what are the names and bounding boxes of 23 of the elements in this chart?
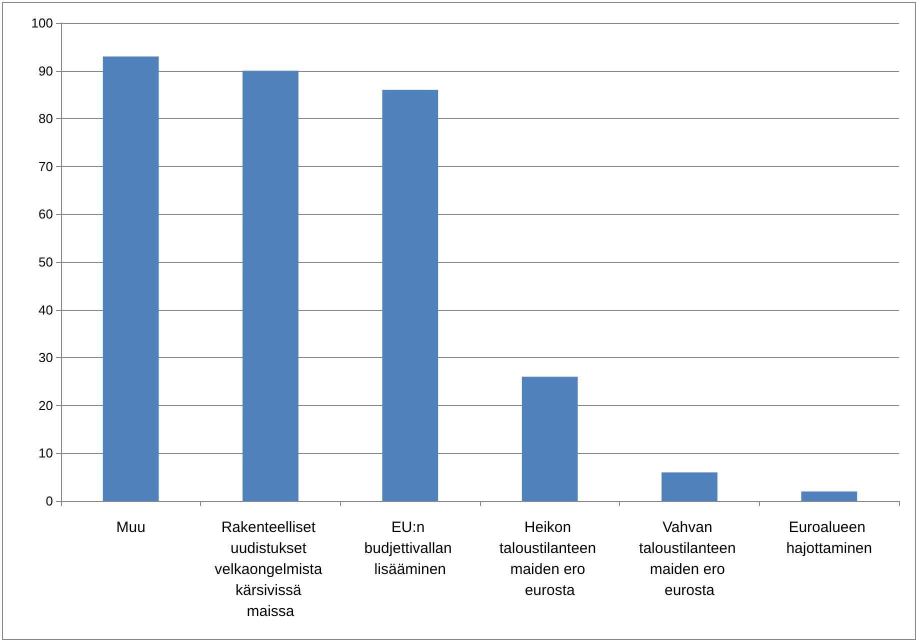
y-tick-label: 70	[38, 158, 53, 174]
bar	[382, 90, 438, 501]
x-tick-label: EU:n budjettivallan lisääminen	[364, 519, 456, 578]
x-tick-label: Muu	[116, 519, 146, 536]
bar	[102, 56, 159, 501]
y-tick-label: 40	[38, 302, 53, 318]
bar	[662, 472, 718, 501]
y-tick-label: 80	[38, 111, 53, 126]
x-tick-label: Euroalueen hajottaminen	[786, 519, 872, 557]
y-tick-label: 20	[38, 398, 53, 413]
y-tick-label: 100	[31, 16, 53, 30]
x-tick-label: Rakenteelliset uudistukset velkaongelmista kärsivissä maissa	[214, 519, 326, 620]
y-tick-label: 0	[46, 494, 53, 508]
x-tick-label: Vahvan taloustilanteen maiden ero eurosta	[639, 519, 740, 599]
y-tick-label: 50	[38, 254, 53, 270]
y-tick-label: 60	[38, 206, 53, 222]
x-tick-label: Heikon taloustilanteen maiden ero eurosta	[499, 519, 600, 599]
bar	[801, 491, 858, 501]
y-tick-label: 90	[38, 63, 53, 78]
y-tick-label: 10	[38, 446, 53, 461]
bar	[242, 70, 298, 501]
bar	[522, 376, 578, 501]
y-tick-label: 30	[38, 350, 53, 366]
